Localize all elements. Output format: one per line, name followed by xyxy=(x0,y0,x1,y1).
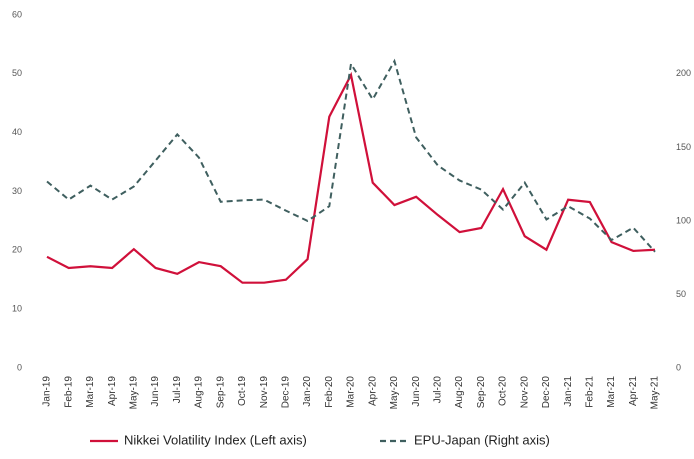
y-tick-label: 30 xyxy=(12,186,22,196)
y2-tick-label: 150 xyxy=(676,142,691,152)
x-tick-label: Mar-20 xyxy=(346,376,357,408)
x-tick-label: Jan-19 xyxy=(42,376,53,407)
x-tick-label: Sep-19 xyxy=(215,376,226,409)
x-tick-label: Oct-19 xyxy=(237,376,248,406)
x-tick-label: Mar-19 xyxy=(85,376,96,408)
x-tick-label: Nov-20 xyxy=(519,376,530,409)
x-tick-label: Feb-21 xyxy=(584,376,595,408)
x-tick-label: Aug-19 xyxy=(194,376,205,409)
y2-tick-label: 100 xyxy=(676,215,691,225)
x-tick-label: Feb-19 xyxy=(63,376,74,408)
y-tick-label: 50 xyxy=(12,68,22,78)
x-tick-label: Jan-20 xyxy=(302,376,313,407)
x-tick-label: Feb-20 xyxy=(324,376,335,408)
y-tick-label: 60 xyxy=(12,9,22,19)
x-tick-label: Apr-19 xyxy=(107,376,118,406)
x-tick-label: Jun-20 xyxy=(411,376,422,407)
y2-tick-label: 50 xyxy=(676,289,686,299)
series-line xyxy=(46,58,656,253)
x-tick-label: May-20 xyxy=(389,376,400,410)
x-tick-label: Nov-19 xyxy=(259,376,270,409)
y-tick-label: 10 xyxy=(12,304,22,314)
x-tick-label: Apr-20 xyxy=(367,376,378,406)
x-tick-label: May-21 xyxy=(650,376,661,410)
x-tick-label: Apr-21 xyxy=(628,376,639,406)
x-tick-label: Jul-19 xyxy=(172,376,183,404)
x-tick-label: Mar-21 xyxy=(606,376,617,408)
y-tick-label: 40 xyxy=(12,127,22,137)
y-tick-label: 20 xyxy=(12,245,22,255)
legend-label: EPU-Japan (Right axis) xyxy=(414,432,550,447)
x-tick-label: Aug-20 xyxy=(454,376,465,409)
series-line xyxy=(46,71,656,284)
x-tick-label: Dec-19 xyxy=(280,376,291,409)
x-tick-label: Oct-20 xyxy=(498,376,509,406)
y2-tick-label: 200 xyxy=(676,68,691,78)
x-tick-label: Dec-20 xyxy=(541,376,552,409)
x-tick-label: Jun-19 xyxy=(150,376,161,407)
x-tick-label: Jan-21 xyxy=(563,376,574,407)
x-tick-label: May-19 xyxy=(128,376,139,410)
y2-tick-label: 0 xyxy=(676,362,681,372)
x-tick-label: Sep-20 xyxy=(476,376,487,409)
legend-label: Nikkei Volatility Index (Left axis) xyxy=(124,432,307,447)
x-tick-label: Jul-20 xyxy=(432,376,443,404)
y-tick-label: 0 xyxy=(17,362,22,372)
